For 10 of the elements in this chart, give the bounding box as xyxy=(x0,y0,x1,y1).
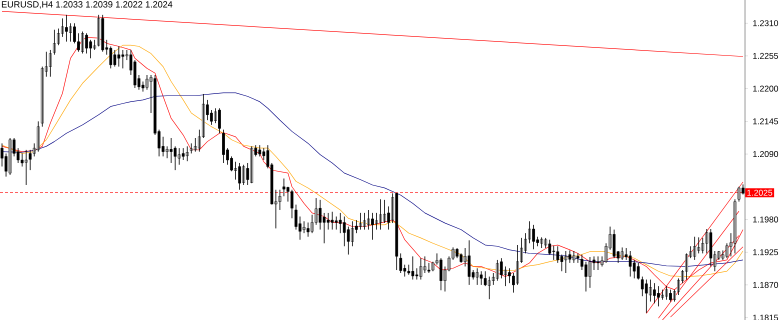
y-tick-label: 1.1925 xyxy=(753,249,778,256)
y-tick-label: 1.1980 xyxy=(753,216,778,222)
y-tick-label: 1.2200 xyxy=(753,86,778,92)
y-tick-label: 1.2090 xyxy=(753,151,778,158)
y-tick-label: 1.2310 xyxy=(753,20,778,26)
y-tick-label: 1.2145 xyxy=(753,118,778,124)
y-tick-label: 1.1870 xyxy=(753,282,778,288)
chart-title: EURUSD,H4 1.2033 1.2039 1.2022 1.2024 xyxy=(2,1,172,9)
ref-line-label: 1.2025 xyxy=(747,190,772,196)
y-tick-label: 1.2255 xyxy=(753,52,778,59)
